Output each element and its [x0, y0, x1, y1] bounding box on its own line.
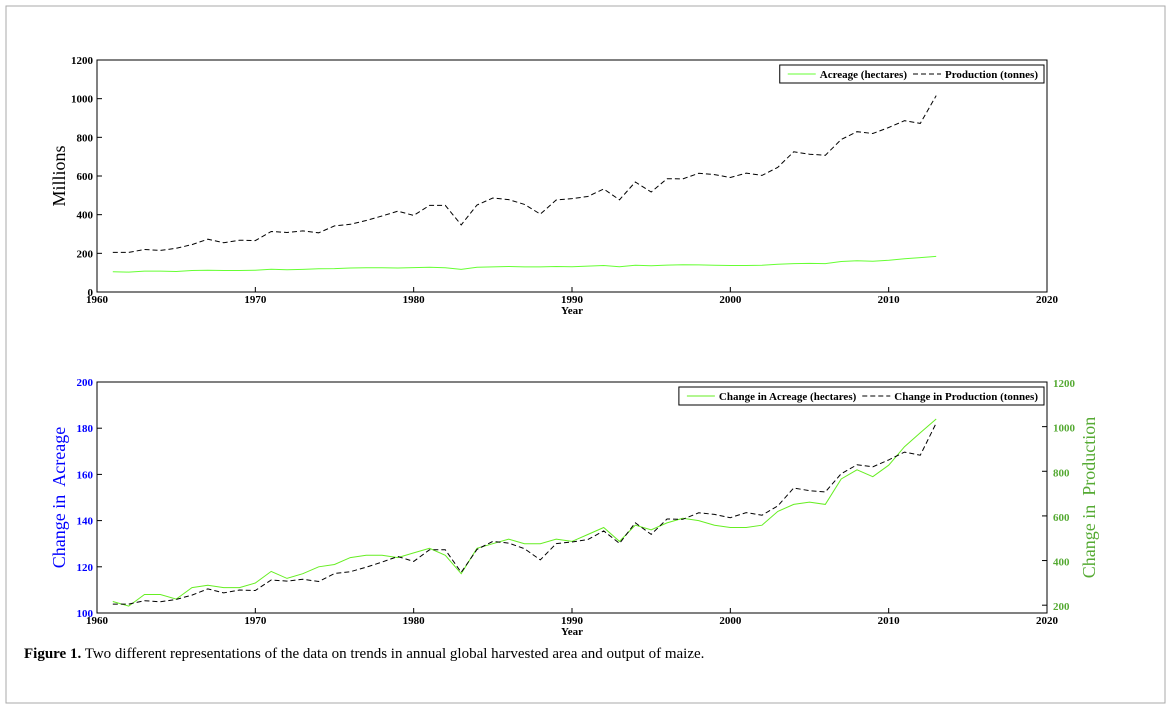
x-tick-label: 1990 — [561, 615, 584, 627]
y-axis-label: Millions — [49, 145, 69, 206]
series-line — [112, 95, 937, 253]
y-tick-label: 140 — [77, 516, 94, 528]
y2-tick-label: 400 — [1053, 557, 1070, 569]
caption-label: Figure 1. — [24, 646, 81, 662]
y-tick-label: 0 — [88, 287, 94, 299]
y-tick-label: 1000 — [71, 94, 94, 106]
y-tick-label: 120 — [77, 562, 94, 574]
y-tick-label: 600 — [77, 171, 94, 183]
x-tick-label: 1960 — [86, 294, 109, 306]
x-tick-label: 1960 — [86, 615, 109, 627]
x-tick-label: 1990 — [561, 294, 584, 306]
y2-tick-label: 200 — [1053, 601, 1070, 613]
y-tick-label: 400 — [77, 210, 94, 222]
x-tick-label: 2000 — [719, 294, 742, 306]
y-tick-label: 100 — [77, 608, 94, 620]
x-tick-label: 2020 — [1036, 294, 1059, 306]
legend-label: Change in Production (tonnes) — [894, 391, 1038, 403]
x-tick-label: 2000 — [719, 615, 742, 627]
y-tick-label: 180 — [77, 423, 94, 435]
legend: Acreage (hectares) Production (tonnes) — [779, 64, 1045, 84]
x-tick-label: 1970 — [244, 615, 267, 627]
legend-label: Production (tonnes) — [945, 69, 1038, 81]
y2-tick-label: 600 — [1053, 512, 1070, 524]
legend-box — [678, 386, 1045, 406]
y-tick-label: 1200 — [71, 55, 94, 67]
y-tick-label: 160 — [77, 469, 94, 481]
y2-tick-label: 1000 — [1053, 423, 1076, 435]
y-tick-label: 200 — [77, 248, 94, 260]
y-axis-label: Change in Acreage — [49, 427, 69, 568]
x-tick-label: 2010 — [878, 615, 901, 627]
x-axis-label: Year — [561, 626, 583, 638]
legend-box — [779, 64, 1045, 84]
series-line — [112, 418, 937, 607]
x-tick-label: 1980 — [403, 615, 426, 627]
x-tick-label: 2020 — [1036, 615, 1059, 627]
y-tick-label: 200 — [77, 377, 94, 389]
x-axis-label: Year — [561, 305, 583, 317]
caption-text: Two different representations of the dat… — [85, 646, 705, 662]
caption: Figure 1. Two different representations … — [24, 646, 704, 662]
series-line — [112, 422, 937, 605]
y2-axis-label: Change in Production — [1079, 417, 1099, 578]
series-line — [112, 255, 937, 273]
y2-tick-label: 1200 — [1053, 378, 1076, 390]
x-tick-label: 1970 — [244, 294, 267, 306]
y-tick-label: 800 — [77, 132, 94, 144]
legend-label: Change in Acreage (hectares) — [719, 391, 857, 403]
legend-label: Acreage (hectares) — [820, 69, 908, 81]
y2-tick-label: 800 — [1053, 467, 1070, 479]
x-tick-label: 1980 — [403, 294, 426, 306]
x-tick-label: 2010 — [878, 294, 901, 306]
legend: Change in Acreage (hectares) Change in Pr… — [678, 386, 1045, 406]
